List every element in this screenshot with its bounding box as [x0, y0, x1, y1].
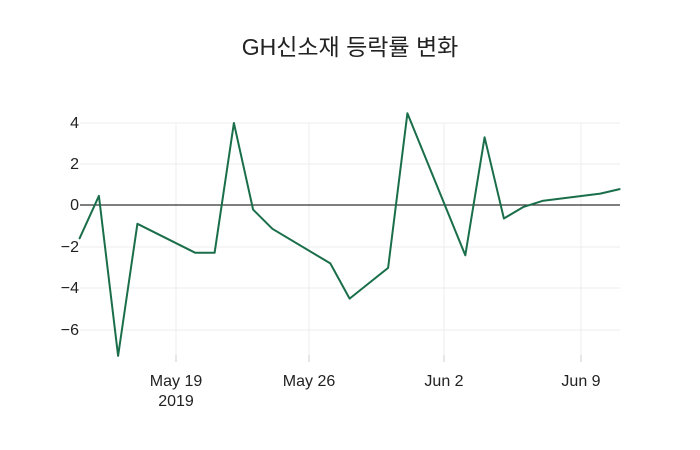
svg-text:Jun 2: Jun 2 [424, 373, 463, 390]
svg-text:−2: −2 [61, 239, 79, 256]
svg-text:0: 0 [70, 197, 79, 214]
svg-text:May 26: May 26 [283, 373, 336, 390]
svg-text:−6: −6 [61, 322, 79, 339]
svg-text:2019: 2019 [158, 393, 194, 410]
svg-text:−4: −4 [61, 280, 79, 297]
svg-text:4: 4 [70, 115, 79, 132]
svg-text:May 19: May 19 [150, 373, 203, 390]
svg-text:Jun 9: Jun 9 [561, 373, 600, 390]
svg-text:2: 2 [70, 156, 79, 173]
